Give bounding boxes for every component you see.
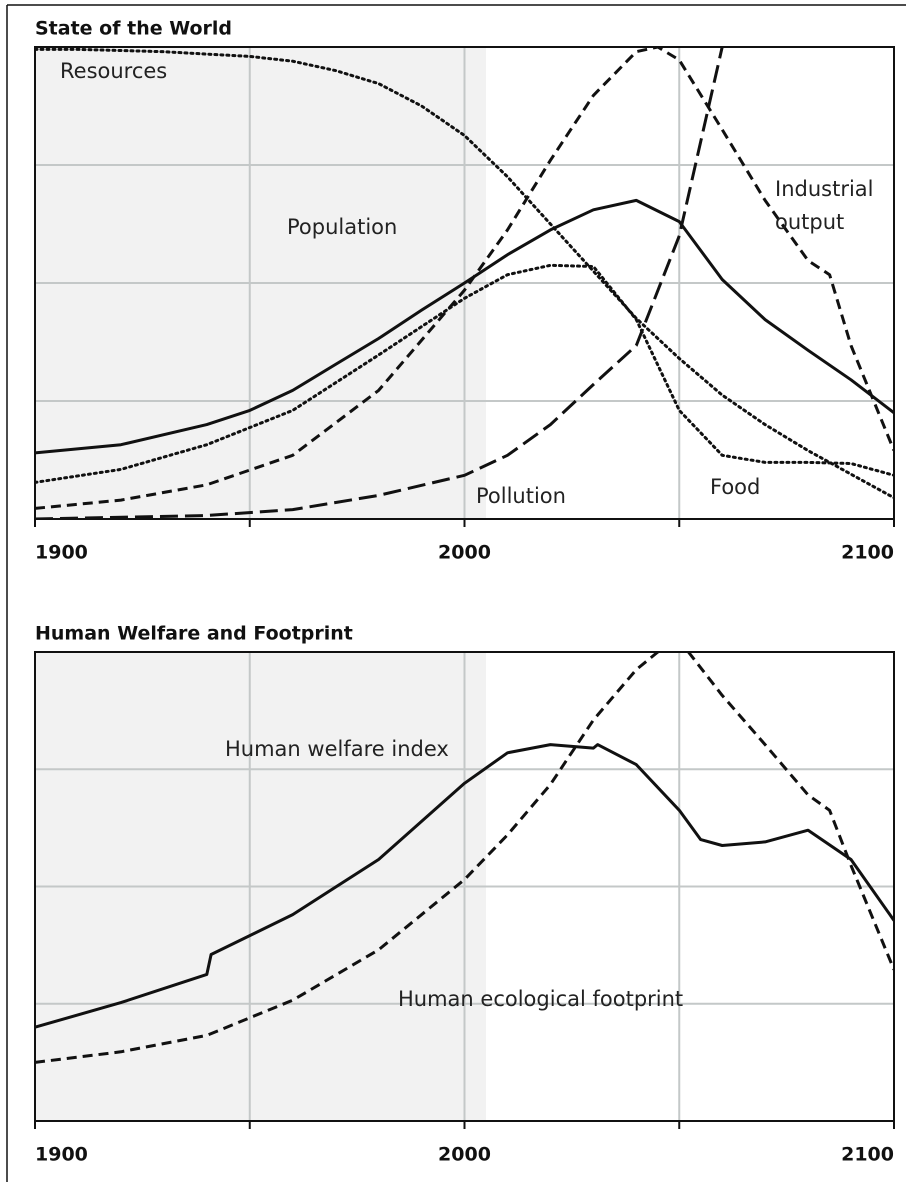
x-tick-label: 2100 <box>841 542 894 564</box>
series-label: Pollution <box>476 484 566 508</box>
x-tick-label: 1900 <box>35 542 88 564</box>
x-tick-label: 1900 <box>35 1144 88 1166</box>
chart-title: Human Welfare and Footprint <box>35 623 353 645</box>
line-series <box>35 47 894 500</box>
x-tick-label: 2000 <box>438 1144 491 1166</box>
series-label: Human welfare index <box>225 737 449 761</box>
line-series <box>35 263 894 484</box>
chart-title: State of the World <box>35 18 232 40</box>
x-tick-label: 2100 <box>841 1144 894 1166</box>
x-tick-label: 2000 <box>438 542 491 564</box>
series-group <box>35 651 894 1064</box>
line-series <box>35 46 894 510</box>
series-label: Food <box>710 475 761 499</box>
line-series <box>35 198 894 455</box>
series-label: Resources <box>60 59 168 83</box>
line-series <box>35 743 894 1029</box>
series-label: Industrial output <box>775 177 874 234</box>
series-label: Population <box>287 215 398 239</box>
series-label: Human ecological footprint <box>398 987 684 1011</box>
series-group <box>35 46 894 520</box>
line-series <box>35 46 724 520</box>
